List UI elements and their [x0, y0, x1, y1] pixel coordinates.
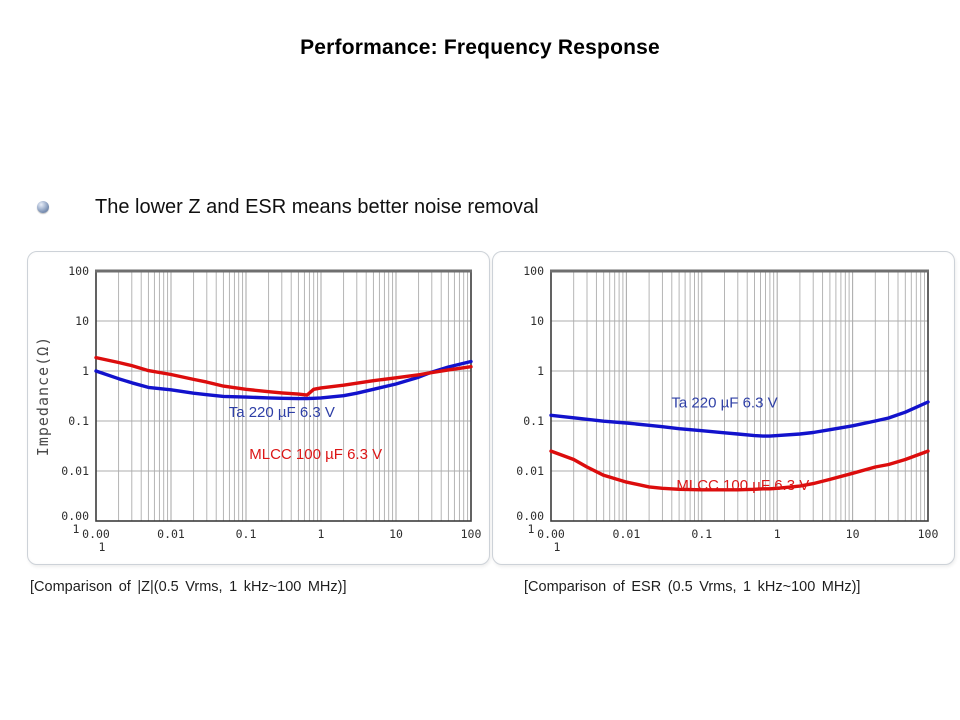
y-axis-title: Impedance(Ω) [34, 336, 52, 456]
grid [551, 271, 928, 521]
svg-text:1: 1 [537, 364, 544, 378]
series-label-ta-220-f-6-3-v: Ta 220 µF 6.3 V [229, 404, 335, 421]
svg-text:10: 10 [389, 527, 403, 541]
series-label-mlcc-100-f-6-3-v: MLCC 100 µF 6.3 V [676, 477, 809, 494]
curve-ta-220-f-6-3-v [549, 400, 930, 438]
svg-text:10: 10 [75, 314, 89, 328]
svg-text:1: 1 [99, 540, 106, 554]
svg-text:1: 1 [82, 364, 89, 378]
svg-text:1: 1 [554, 540, 561, 554]
esr-chart-panel: Ta 220 µF 6.3 V MLCC 100 µF 6.3 V 0.00 1 0.0… [492, 251, 955, 565]
svg-text:1: 1 [73, 522, 80, 536]
plot-frame [95, 269, 472, 522]
svg-text:100: 100 [461, 527, 482, 541]
svg-text:0.1: 0.1 [68, 414, 89, 428]
svg-text:10: 10 [530, 314, 544, 328]
svg-text:0.00: 0.00 [516, 509, 544, 523]
svg-text:0.1: 0.1 [523, 414, 544, 428]
svg-text:0.1: 0.1 [236, 527, 257, 541]
svg-text:0.00: 0.00 [82, 527, 110, 541]
plot-frame [550, 269, 929, 522]
impedance-chart-caption: [Comparison of |Z|(0.5 Vrms, 1 kHz~100 M… [30, 579, 347, 595]
svg-text:1: 1 [318, 527, 325, 541]
svg-text:0.00: 0.00 [61, 509, 89, 523]
svg-text:100: 100 [523, 264, 544, 278]
bullet-sphere-icon [37, 201, 49, 213]
series-label-ta-220-f-6-3-v: Ta 220 µF 6.3 V [671, 394, 777, 411]
svg-text:0.01: 0.01 [61, 464, 89, 478]
page-title: Performance: Frequency Response [300, 36, 660, 59]
series-label-mlcc-100-f-6-3-v: MLCC 100 µF 6.3 V [249, 446, 382, 463]
svg-text:0.1: 0.1 [691, 527, 712, 541]
curve-mlcc-100-f-6-3-v [94, 355, 473, 397]
esr-chart-caption: [Comparison of ESR (0.5 Vrms, 1 kHz~100 … [524, 579, 861, 595]
svg-text:0.01: 0.01 [613, 527, 641, 541]
svg-text:10: 10 [846, 527, 860, 541]
svg-text:0.01: 0.01 [157, 527, 185, 541]
svg-text:0.01: 0.01 [516, 464, 544, 478]
svg-text:100: 100 [918, 527, 939, 541]
impedance-chart-panel: Ta 220 µF 6.3 V MLCC 100 µF 6.3 V 0.00 1 0.0… [27, 251, 490, 565]
svg-text:1: 1 [774, 527, 781, 541]
grid [96, 271, 471, 521]
svg-text:1: 1 [528, 522, 535, 536]
svg-text:100: 100 [68, 264, 89, 278]
curve-mlcc-100-f-6-3-v [549, 449, 930, 492]
svg-text:0.00: 0.00 [537, 527, 565, 541]
bullet-text: The lower Z and ESR means better noise r… [95, 196, 539, 218]
curve-ta-220-f-6-3-v [94, 359, 473, 401]
